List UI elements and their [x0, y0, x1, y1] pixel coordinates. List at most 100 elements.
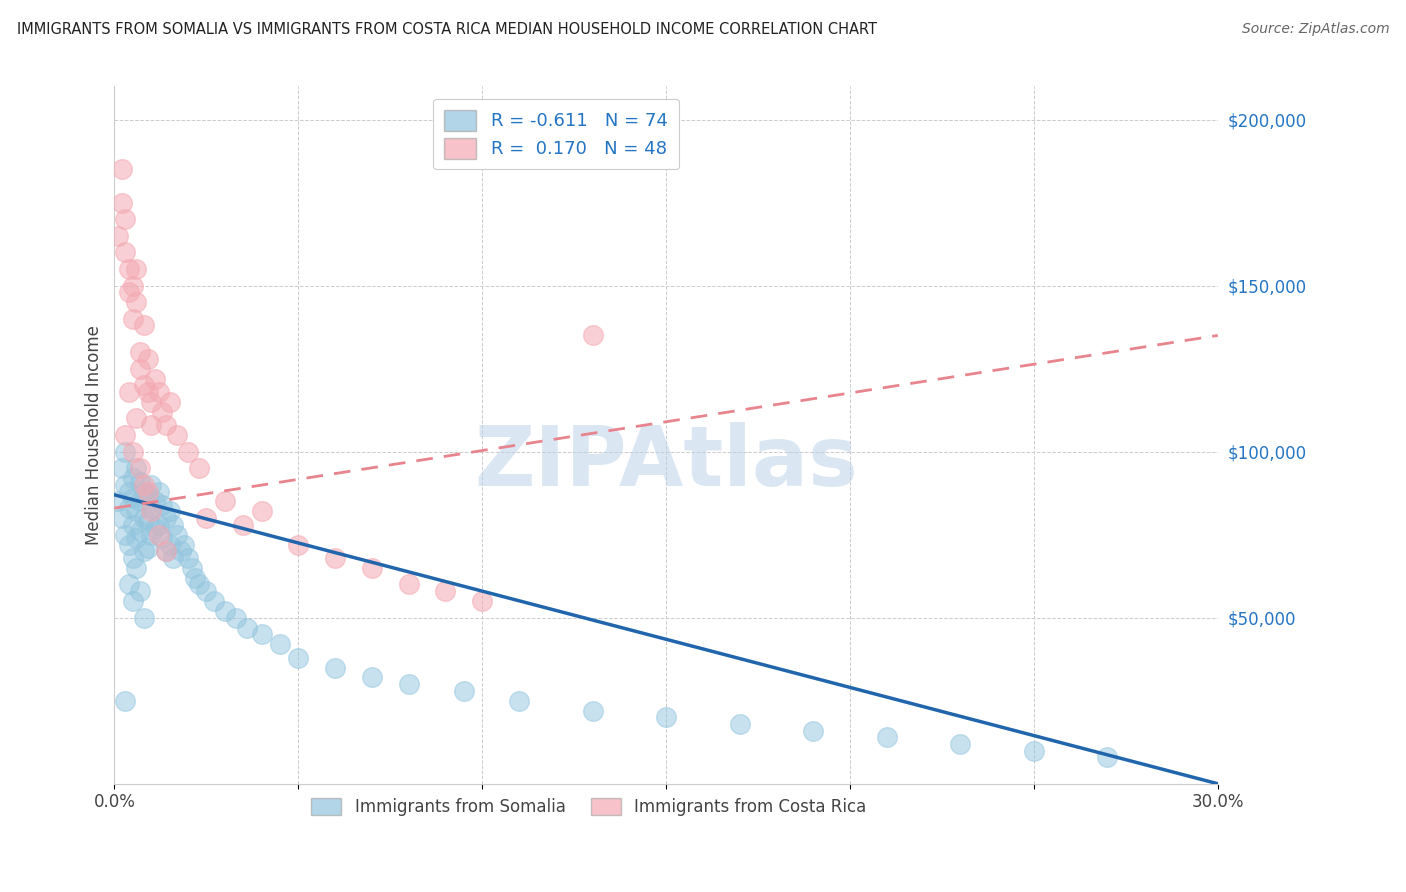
Point — [129, 584, 152, 599]
Point — [111, 195, 134, 210]
Point — [129, 461, 152, 475]
Point — [141, 501, 163, 516]
Point — [114, 527, 136, 541]
Point — [143, 521, 166, 535]
Point — [876, 731, 898, 745]
Point — [250, 504, 273, 518]
Point — [118, 484, 141, 499]
Point — [136, 351, 159, 366]
Point — [169, 544, 191, 558]
Point — [398, 577, 420, 591]
Point — [132, 511, 155, 525]
Point — [125, 531, 148, 545]
Point — [508, 694, 530, 708]
Point — [121, 278, 143, 293]
Point — [118, 285, 141, 300]
Point — [323, 550, 346, 565]
Point — [155, 544, 177, 558]
Point — [121, 311, 143, 326]
Point — [125, 504, 148, 518]
Point — [195, 584, 218, 599]
Point — [114, 694, 136, 708]
Point — [132, 318, 155, 333]
Point — [121, 550, 143, 565]
Point — [136, 541, 159, 555]
Point — [141, 504, 163, 518]
Point — [111, 162, 134, 177]
Point — [141, 478, 163, 492]
Point — [129, 494, 152, 508]
Point — [118, 577, 141, 591]
Point — [111, 461, 134, 475]
Point — [323, 660, 346, 674]
Point — [162, 550, 184, 565]
Point — [214, 494, 236, 508]
Point — [287, 538, 309, 552]
Point — [132, 610, 155, 624]
Point — [236, 621, 259, 635]
Point — [225, 610, 247, 624]
Point — [118, 384, 141, 399]
Point — [111, 511, 134, 525]
Point — [129, 475, 152, 489]
Point — [121, 594, 143, 608]
Point — [195, 511, 218, 525]
Point — [118, 538, 141, 552]
Point — [118, 262, 141, 277]
Point — [202, 594, 225, 608]
Point — [155, 544, 177, 558]
Point — [136, 515, 159, 529]
Point — [159, 538, 181, 552]
Point — [150, 531, 173, 545]
Point — [129, 524, 152, 539]
Point — [581, 328, 603, 343]
Point — [125, 461, 148, 475]
Point — [269, 637, 291, 651]
Point — [180, 561, 202, 575]
Point — [114, 212, 136, 227]
Point — [114, 478, 136, 492]
Point — [148, 517, 170, 532]
Point — [655, 710, 678, 724]
Point — [143, 494, 166, 508]
Point — [214, 604, 236, 618]
Point — [728, 717, 751, 731]
Point — [287, 650, 309, 665]
Point — [141, 527, 163, 541]
Point — [136, 484, 159, 499]
Point — [166, 428, 188, 442]
Point — [121, 471, 143, 485]
Point — [434, 584, 457, 599]
Point — [360, 561, 382, 575]
Point — [121, 444, 143, 458]
Point — [107, 494, 129, 508]
Point — [114, 428, 136, 442]
Point — [121, 517, 143, 532]
Point — [125, 262, 148, 277]
Point — [188, 577, 211, 591]
Point — [188, 461, 211, 475]
Point — [121, 491, 143, 505]
Point — [136, 488, 159, 502]
Point — [129, 361, 152, 376]
Point — [471, 594, 494, 608]
Point — [159, 504, 181, 518]
Point — [132, 544, 155, 558]
Point — [398, 677, 420, 691]
Point — [148, 527, 170, 541]
Point — [166, 527, 188, 541]
Point — [1022, 743, 1045, 757]
Point — [949, 737, 972, 751]
Point — [136, 384, 159, 399]
Point — [143, 371, 166, 385]
Text: IMMIGRANTS FROM SOMALIA VS IMMIGRANTS FROM COSTA RICA MEDIAN HOUSEHOLD INCOME CO: IMMIGRANTS FROM SOMALIA VS IMMIGRANTS FR… — [17, 22, 877, 37]
Point — [801, 723, 824, 738]
Point — [150, 498, 173, 512]
Text: Source: ZipAtlas.com: Source: ZipAtlas.com — [1241, 22, 1389, 37]
Point — [132, 484, 155, 499]
Point — [173, 538, 195, 552]
Point — [141, 418, 163, 433]
Point — [114, 245, 136, 260]
Point — [159, 394, 181, 409]
Point — [125, 295, 148, 310]
